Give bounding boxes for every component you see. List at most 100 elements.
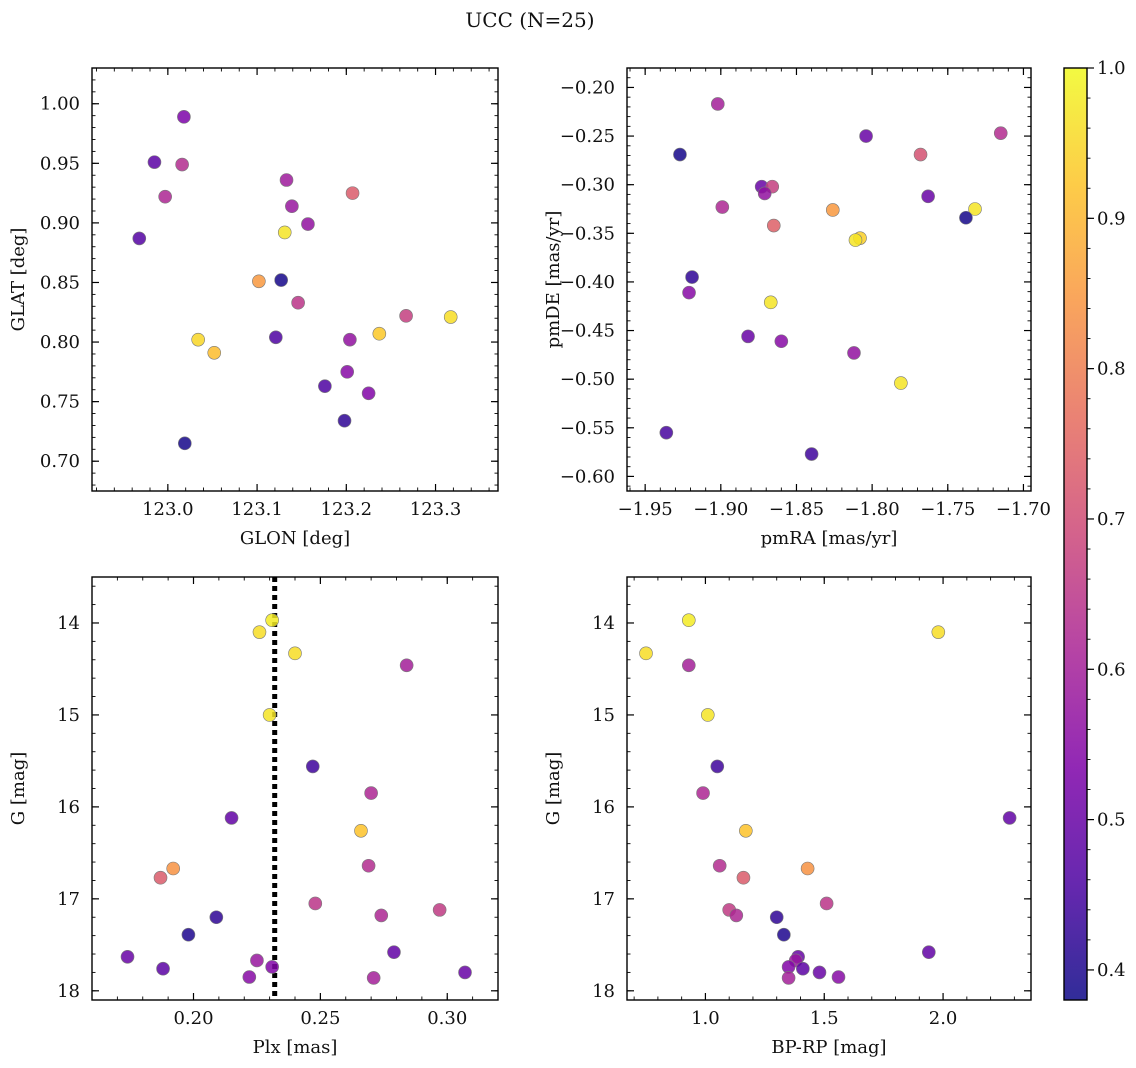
axes-frame [91,576,499,1001]
y-tick-label: 17 [592,889,615,910]
figure-title: UCC (N=25) [465,8,594,32]
data-point [166,861,180,876]
panel-2: −1.95 −1.90 −1.85 −1.80 −1.75 −1.70 −0.60 −0.55… [543,67,1051,549]
colorbar: 0.4 0.5 0.6 0.7 0.8 0.9 1.0 [1063,58,1126,1001]
y-tick-label: 15 [57,705,80,726]
data-point [781,971,796,985]
data-point [804,447,819,461]
data-point [812,965,827,980]
data-point [458,965,472,980]
data-point [913,147,928,162]
y-axis-label: G [mag] [543,752,564,825]
data-point [269,330,283,345]
data-point [265,613,279,628]
data-point [894,376,908,390]
data-point [763,295,778,310]
data-point [265,960,279,974]
data-point [769,910,784,925]
panels: 123.0 123.1 123.2 123.3 0.70 0.75 0.80 0.85 0.90… [8,67,1051,1058]
data-point [739,823,753,838]
data-point [274,273,288,287]
y-tick-label: 16 [57,797,80,818]
data-point [288,646,302,661]
x-tick-label: −1.70 [996,499,1051,520]
y-axis-label: GLAT [deg] [8,228,29,332]
data-point [207,345,222,360]
data-point [659,425,674,440]
data-point [120,949,135,964]
y-tick-label: 1.00 [40,94,80,115]
data-point [250,953,264,968]
data-point [158,189,172,204]
x-tick-label: 123.2 [321,499,373,520]
data-point [859,129,873,143]
y-tick-label: −0.55 [560,418,615,439]
y-tick-label: 18 [592,981,615,1002]
y-tick-label: 0.85 [40,272,80,293]
data-point [156,961,170,976]
data-point [741,329,755,344]
data-point [639,646,653,661]
data-point [922,945,936,959]
data-point [825,203,840,217]
data-point [673,147,687,162]
y-tick-label: −0.25 [560,126,615,147]
x-axis-label: GLON [deg] [240,528,350,549]
y-tick-label: 17 [57,889,80,910]
axes-frame [626,576,1032,1001]
data-point [252,625,267,639]
data-point [847,346,861,360]
data-point [177,110,191,124]
x-tick-label: −1.95 [618,499,673,520]
x-tick-label: 1.0 [691,1008,720,1029]
data-point [399,309,413,323]
data-point [1002,811,1017,825]
x-tick-label: 0.20 [173,1008,213,1029]
colorbar-tick-label: 1.0 [1097,58,1126,79]
data-point [340,365,355,379]
y-tick-label: 0.90 [40,213,80,234]
colorbar-tick-label: 0.8 [1097,359,1126,380]
data-point [279,173,294,187]
y-tick-label: −0.35 [560,223,615,244]
data-point [959,210,973,225]
data-point [682,285,696,300]
data-point [224,811,239,825]
data-point [209,910,224,925]
x-tick-label: 2.0 [929,1008,958,1029]
minor-ticks [91,577,499,1000]
x-tick-label: 1.5 [810,1008,839,1029]
data-point [337,413,352,428]
axes-frame [626,67,1032,492]
data-point [757,186,772,201]
y-axis-label: pmDE [mas/yr] [543,211,564,349]
data-point [710,97,725,111]
data-point [364,786,378,800]
data-point [277,225,292,240]
data-point [366,971,381,985]
x-axis-label: Plx [mas] [253,1037,338,1058]
data-point [681,658,696,673]
data-point [318,379,332,393]
data-point [252,274,266,289]
data-point [796,961,810,976]
data-point [774,334,789,349]
colorbar-tick-label: 0.9 [1097,208,1126,229]
y-axis-label: G [mag] [8,752,29,825]
points [132,110,458,451]
points [120,613,472,985]
data-point [696,786,710,800]
data-point [710,759,725,774]
data-point [931,625,946,639]
x-tick-label: −1.85 [769,499,824,520]
data-point [712,858,727,873]
data-point [685,270,699,284]
colorbar-tick-label: 0.6 [1097,659,1126,680]
data-point [361,858,376,873]
x-tick-label: −1.75 [920,499,975,520]
y-tick-label: −0.30 [560,175,615,196]
data-point [191,332,205,347]
x-axis-label: BP-RP [mag] [771,1037,886,1058]
x-tick-label: 0.25 [300,1008,340,1029]
